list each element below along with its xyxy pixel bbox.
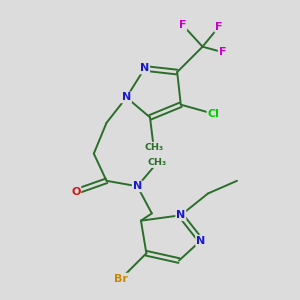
Text: N: N (176, 210, 185, 220)
Text: N: N (133, 181, 142, 191)
Text: Br: Br (114, 274, 128, 284)
Text: F: F (219, 47, 226, 57)
Text: N: N (196, 236, 206, 246)
Text: N: N (122, 92, 131, 102)
Text: F: F (179, 20, 186, 30)
Text: Cl: Cl (208, 109, 219, 119)
Text: N: N (140, 63, 149, 74)
Text: CH₃: CH₃ (144, 142, 163, 152)
Text: CH₃: CH₃ (148, 158, 167, 167)
Text: F: F (215, 22, 223, 32)
Text: O: O (71, 187, 80, 197)
